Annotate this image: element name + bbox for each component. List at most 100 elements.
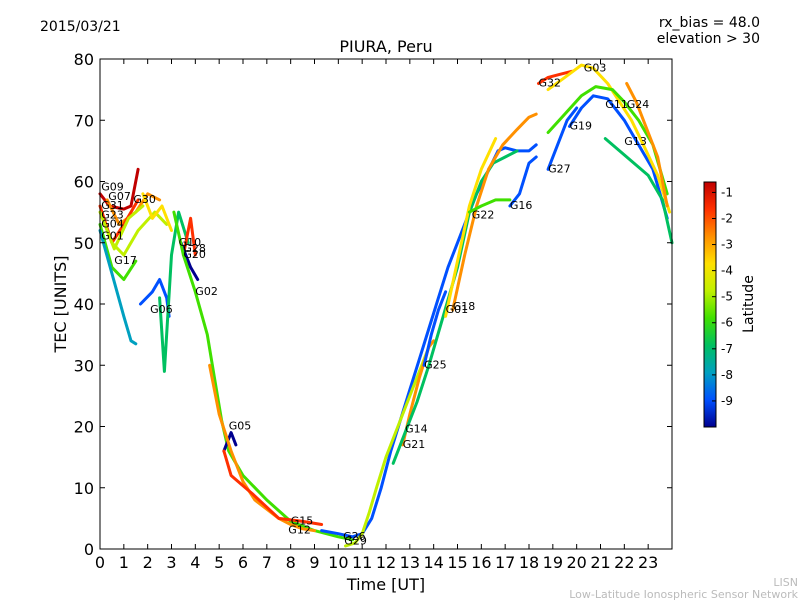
y-tick-label: 20: [74, 418, 94, 437]
y-axis-label: TEC [UNITS]: [51, 256, 70, 354]
series-label-g21: G21: [403, 438, 426, 451]
x-tick-label: 1: [119, 553, 129, 572]
series-label-g20: G20: [183, 248, 206, 261]
series-label-g31: G31: [101, 199, 124, 212]
colorbar-tick-label: -7: [721, 342, 733, 356]
x-tick-label: 19: [543, 553, 563, 572]
x-tick-label: 14: [423, 553, 443, 572]
series-line-g09: [98, 167, 140, 211]
colorbar-tick-label: -9: [721, 394, 733, 408]
series-label-g24: G24: [627, 98, 650, 111]
series-label-g32: G32: [539, 77, 562, 90]
series-line-g17: [110, 210, 169, 257]
x-tick-label: 4: [190, 553, 200, 572]
x-tick-label: 10: [328, 553, 348, 572]
satellite-labels: G09G07G31G23G04G01G17G30G06G10G28G20G02G…: [101, 61, 649, 547]
x-tick-label: 6: [238, 553, 248, 572]
colorbar: [703, 181, 717, 428]
series-label-g27: G27: [548, 162, 571, 175]
x-tick-label: 23: [638, 553, 658, 572]
series-label-g12: G12: [288, 524, 311, 537]
colorbar-tick-label: -3: [721, 238, 733, 252]
x-tick-label: 13: [400, 553, 420, 572]
series-label-g23: G23: [101, 208, 124, 221]
series-label-g05: G05: [229, 420, 252, 433]
y-tick-label: 0: [84, 540, 94, 559]
series-line-g01b: [444, 137, 498, 318]
x-tick-label: 18: [519, 553, 539, 572]
rx-bias-label: rx_bias = 48.0: [659, 15, 760, 31]
series-line-g30: [141, 192, 173, 232]
x-tick-label: 0: [95, 553, 105, 572]
footer-org-short: LISN: [773, 576, 798, 589]
series-lines: [98, 63, 674, 548]
y-tick-label: 70: [74, 111, 94, 130]
series-label-g06: G06: [150, 303, 173, 316]
x-tick-label: 5: [214, 553, 224, 572]
date-label: 2015/03/21: [40, 19, 121, 35]
series-label-g16: G16: [510, 199, 533, 212]
y-tick-label: 50: [74, 234, 94, 253]
x-axis-label: Time [UT]: [346, 575, 425, 594]
series-line-g23: [98, 204, 145, 251]
series-label-g15: G15: [291, 515, 314, 528]
x-tick-label: 11: [352, 553, 372, 572]
x-tick-label: 12: [376, 553, 396, 572]
series-label-g03: G03: [584, 61, 607, 74]
series-label-g01b: G01: [446, 303, 469, 316]
y-tick-label: 40: [74, 295, 94, 314]
series-line-g12: [208, 363, 316, 533]
x-tick-label: 21: [590, 553, 610, 572]
series-label-g26: G26: [343, 530, 366, 543]
colorbar-tick-label: -2: [721, 211, 733, 225]
series-label-g07: G07: [108, 190, 131, 203]
y-tick-label: 30: [74, 356, 94, 375]
plot-frame: [99, 58, 673, 550]
x-tick-label: 17: [495, 553, 515, 572]
series-line-g01: [98, 229, 138, 346]
y-tick-label: 60: [74, 173, 94, 192]
y-tick-label: 80: [74, 50, 94, 69]
colorbar-ticks: -1 -2 -3 -4 -5 -6 -7 -8 -9: [712, 185, 733, 408]
x-tick-label: 16: [471, 553, 491, 572]
x-tick-label: 15: [447, 553, 467, 572]
series-line-g28: [181, 216, 197, 257]
x-tick-label: 22: [614, 553, 634, 572]
series-label-g14: G14: [405, 423, 428, 436]
series-line-g16: [508, 155, 538, 208]
series-label-g18: G18: [453, 300, 476, 313]
series-label-g28: G28: [183, 242, 206, 255]
series-label-g19: G19: [570, 119, 593, 132]
series-label-g02: G02: [195, 285, 218, 298]
series-label-g29: G29: [344, 535, 367, 548]
colorbar-tick-label: -5: [721, 290, 733, 304]
y-axis-ticks: 0 10 20 30 40 50 60 70 80: [74, 50, 672, 559]
series-line-g05: [222, 431, 238, 453]
series-line-g04: [98, 222, 138, 281]
series-label-g04: G04: [101, 217, 124, 230]
series-line-g13: [603, 137, 674, 245]
colorbar-label: Latitude: [741, 275, 757, 333]
series-label-g09: G09: [101, 181, 124, 194]
series-label-g22: G22: [472, 208, 495, 221]
series-line-g15: [222, 449, 324, 526]
series-line-g22: [467, 198, 512, 214]
series-label-g13: G13: [624, 135, 647, 148]
series-line-g18: [451, 112, 538, 312]
series-line-g24: [625, 82, 669, 208]
series-line-g27: [546, 106, 579, 171]
series-label-g17: G17: [114, 254, 137, 267]
series-label-g11: G11: [605, 98, 628, 111]
series-line-g11: [546, 85, 669, 196]
series-line-g19: [568, 94, 669, 220]
colorbar-tick-label: -1: [721, 185, 733, 199]
series-line-g32: [537, 69, 574, 85]
x-tick-label: 3: [166, 553, 176, 572]
chart-title: PIURA, Peru: [339, 37, 432, 56]
colorbar-tick-label: -8: [721, 368, 733, 382]
footer-org-full: Low-Latitude Ionospheric Sensor Network: [569, 588, 798, 600]
series-label-g30: G30: [133, 193, 156, 206]
x-tick-label: 9: [309, 553, 319, 572]
series-line-g29: [344, 345, 431, 548]
